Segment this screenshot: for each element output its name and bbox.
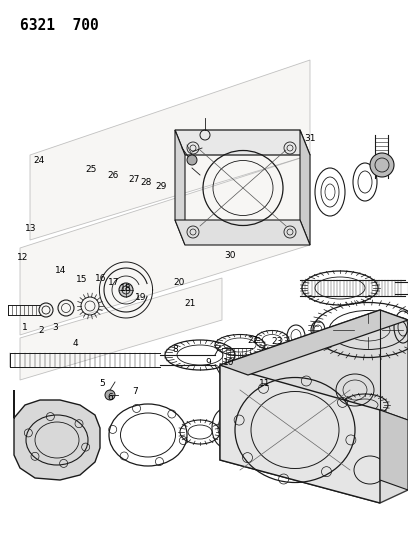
Circle shape xyxy=(187,155,197,165)
Text: 7: 7 xyxy=(132,387,137,396)
Text: 5: 5 xyxy=(99,379,105,388)
Polygon shape xyxy=(175,220,310,245)
Text: 27: 27 xyxy=(128,175,140,184)
Text: 4: 4 xyxy=(73,340,78,348)
Polygon shape xyxy=(220,365,380,503)
Polygon shape xyxy=(220,310,408,503)
Text: 18: 18 xyxy=(120,285,131,293)
Text: 13: 13 xyxy=(25,224,36,232)
Polygon shape xyxy=(380,410,408,490)
Text: 29: 29 xyxy=(155,182,167,191)
Text: 8: 8 xyxy=(173,345,178,353)
Text: 6321  700: 6321 700 xyxy=(20,18,99,33)
Polygon shape xyxy=(14,390,100,480)
Text: 3: 3 xyxy=(52,324,58,332)
Text: 22: 22 xyxy=(247,336,259,344)
Text: 14: 14 xyxy=(55,266,66,275)
Polygon shape xyxy=(175,130,185,245)
Text: 20: 20 xyxy=(173,278,184,287)
Text: 30: 30 xyxy=(225,252,236,260)
Circle shape xyxy=(370,153,394,177)
Text: 26: 26 xyxy=(108,172,119,180)
Text: 12: 12 xyxy=(17,253,28,262)
Text: 23: 23 xyxy=(272,337,283,345)
Text: 2: 2 xyxy=(38,326,44,335)
Circle shape xyxy=(119,283,133,297)
Polygon shape xyxy=(30,60,310,240)
Text: 31: 31 xyxy=(304,134,316,143)
Polygon shape xyxy=(300,130,310,245)
Text: 10: 10 xyxy=(223,358,234,367)
Text: 21: 21 xyxy=(184,300,195,308)
Polygon shape xyxy=(20,278,222,380)
Text: 16: 16 xyxy=(95,274,107,283)
Text: 11: 11 xyxy=(259,379,271,388)
Polygon shape xyxy=(20,155,310,335)
Text: 25: 25 xyxy=(85,165,96,174)
Text: 28: 28 xyxy=(140,179,152,187)
Text: 15: 15 xyxy=(76,276,87,284)
Text: 6: 6 xyxy=(107,393,113,401)
Text: 9: 9 xyxy=(205,358,211,367)
Text: 1: 1 xyxy=(22,324,27,332)
Text: 24: 24 xyxy=(33,157,44,165)
Polygon shape xyxy=(175,130,310,155)
Text: 19: 19 xyxy=(135,293,146,302)
Polygon shape xyxy=(220,310,408,375)
Text: 17: 17 xyxy=(108,278,119,287)
Circle shape xyxy=(105,390,115,400)
